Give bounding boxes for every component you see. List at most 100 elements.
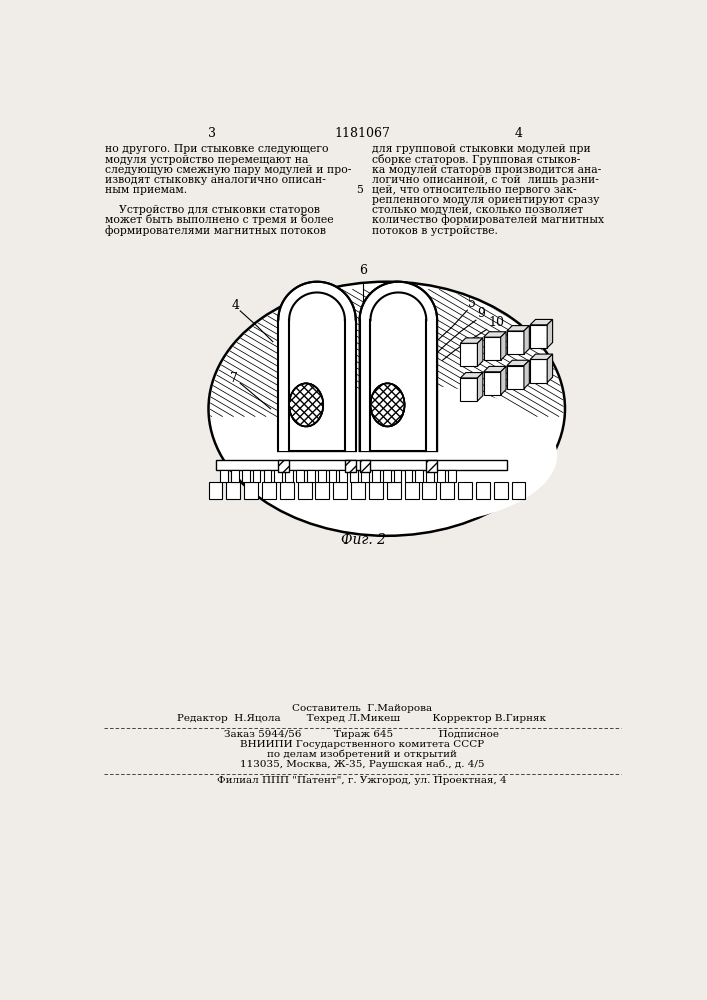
Text: 6: 6 — [359, 264, 368, 277]
Text: по делам изобретений и открытий: по делам изобретений и открытий — [267, 749, 457, 759]
Bar — [279, 460, 289, 472]
Text: 4: 4 — [515, 127, 522, 140]
Polygon shape — [370, 292, 426, 320]
Text: но другого. При стыковке следующего: но другого. При стыковке следующего — [105, 144, 329, 154]
Text: репленного модуля ориентируют сразу: репленного модуля ориентируют сразу — [372, 195, 600, 205]
Bar — [484, 337, 501, 360]
Text: может быть выполнено с тремя и более: может быть выполнено с тремя и более — [105, 214, 334, 225]
Text: потоков в устройстве.: потоков в устройстве. — [372, 226, 498, 236]
Text: 1181067: 1181067 — [334, 127, 390, 140]
Bar — [404, 482, 419, 499]
Text: изводят стыковку аналогично описан-: изводят стыковку аналогично описан- — [105, 175, 327, 185]
Polygon shape — [530, 354, 553, 359]
Ellipse shape — [209, 282, 565, 536]
Bar — [448, 470, 456, 482]
Text: модуля устройство перемещают на: модуля устройство перемещают на — [105, 155, 309, 165]
Ellipse shape — [289, 383, 323, 426]
Text: цей, что относительно первого зак-: цей, что относительно первого зак- — [372, 185, 577, 195]
Text: Заказ 5944/56          Тираж 645              Подписное: Заказ 5944/56 Тираж 645 Подписное — [224, 730, 499, 739]
Bar — [460, 378, 477, 401]
Text: Филиал ППП "Патент", г. Ужгород, ул. Проектная, 4: Филиал ППП "Патент", г. Ужгород, ул. Про… — [217, 776, 507, 785]
Bar — [315, 482, 329, 499]
Bar — [216, 460, 507, 470]
Bar — [360, 460, 370, 472]
Polygon shape — [547, 354, 553, 383]
Polygon shape — [477, 373, 483, 401]
Polygon shape — [501, 366, 506, 395]
Bar — [476, 482, 490, 499]
Text: следующую смежную пару модулей и про-: следующую смежную пару модулей и про- — [105, 165, 352, 175]
Polygon shape — [477, 338, 483, 366]
Bar — [274, 470, 282, 482]
Bar — [226, 482, 240, 499]
Polygon shape — [524, 326, 530, 354]
Text: 5: 5 — [468, 297, 476, 310]
Bar — [220, 470, 228, 482]
Bar — [460, 343, 477, 366]
Bar — [360, 320, 370, 451]
Bar — [422, 482, 436, 499]
Polygon shape — [484, 366, 506, 372]
Text: 5: 5 — [356, 185, 363, 195]
Bar — [307, 470, 315, 482]
Text: ВНИИПИ Государственного комитета СССР: ВНИИПИ Государственного комитета СССР — [240, 740, 484, 749]
Polygon shape — [507, 360, 530, 366]
Bar — [507, 331, 524, 354]
Bar — [209, 482, 223, 499]
Bar — [383, 470, 391, 482]
Text: ка модулей статоров производится ана-: ка модулей статоров производится ана- — [372, 165, 601, 175]
Bar — [512, 482, 525, 499]
Bar — [394, 470, 402, 482]
Bar — [440, 482, 454, 499]
Text: 3: 3 — [209, 127, 216, 140]
Bar — [351, 470, 358, 482]
Bar — [231, 470, 239, 482]
Text: ным приемам.: ным приемам. — [105, 185, 187, 195]
Text: Устройство для стыковки статоров: Устройство для стыковки статоров — [105, 205, 320, 215]
Text: 10: 10 — [489, 316, 504, 329]
Bar — [351, 482, 365, 499]
Bar — [339, 470, 347, 482]
Bar — [426, 470, 434, 482]
Text: 7: 7 — [230, 372, 238, 385]
Bar — [279, 320, 289, 451]
Bar — [296, 470, 304, 482]
Ellipse shape — [370, 383, 404, 426]
Bar — [345, 460, 356, 472]
Polygon shape — [360, 282, 437, 451]
Bar — [244, 482, 258, 499]
Polygon shape — [279, 282, 356, 451]
Bar — [345, 320, 356, 451]
Bar — [264, 470, 271, 482]
Bar — [361, 470, 369, 482]
Bar — [416, 470, 423, 482]
Polygon shape — [507, 326, 530, 331]
Bar — [426, 460, 437, 472]
Text: количество формирователей магнитных: количество формирователей магнитных — [372, 215, 604, 225]
Bar — [333, 482, 347, 499]
Bar — [426, 320, 437, 451]
Text: формирователями магнитных потоков: формирователями магнитных потоков — [105, 225, 327, 236]
Bar — [252, 470, 260, 482]
Polygon shape — [547, 319, 553, 348]
Text: Редактор  Н.Яцола        Техред Л.Микеш          Корректор В.Гирняк: Редактор Н.Яцола Техред Л.Микеш Корректо… — [177, 714, 547, 723]
Bar — [280, 482, 293, 499]
Bar — [329, 470, 337, 482]
Polygon shape — [501, 332, 506, 360]
Bar — [262, 482, 276, 499]
Bar — [387, 482, 401, 499]
Polygon shape — [460, 373, 483, 378]
Bar — [404, 470, 412, 482]
Bar — [458, 482, 472, 499]
Text: 9: 9 — [477, 307, 485, 320]
Bar — [507, 366, 524, 389]
Polygon shape — [460, 338, 483, 343]
Polygon shape — [484, 332, 506, 337]
Bar — [317, 470, 325, 482]
Text: логично описанной, с той  лишь разни-: логично описанной, с той лишь разни- — [372, 175, 599, 185]
Bar — [437, 470, 445, 482]
Bar — [493, 482, 508, 499]
Polygon shape — [524, 360, 530, 389]
Text: сборке статоров. Групповая стыков-: сборке статоров. Групповая стыков- — [372, 154, 580, 165]
Bar — [369, 482, 383, 499]
